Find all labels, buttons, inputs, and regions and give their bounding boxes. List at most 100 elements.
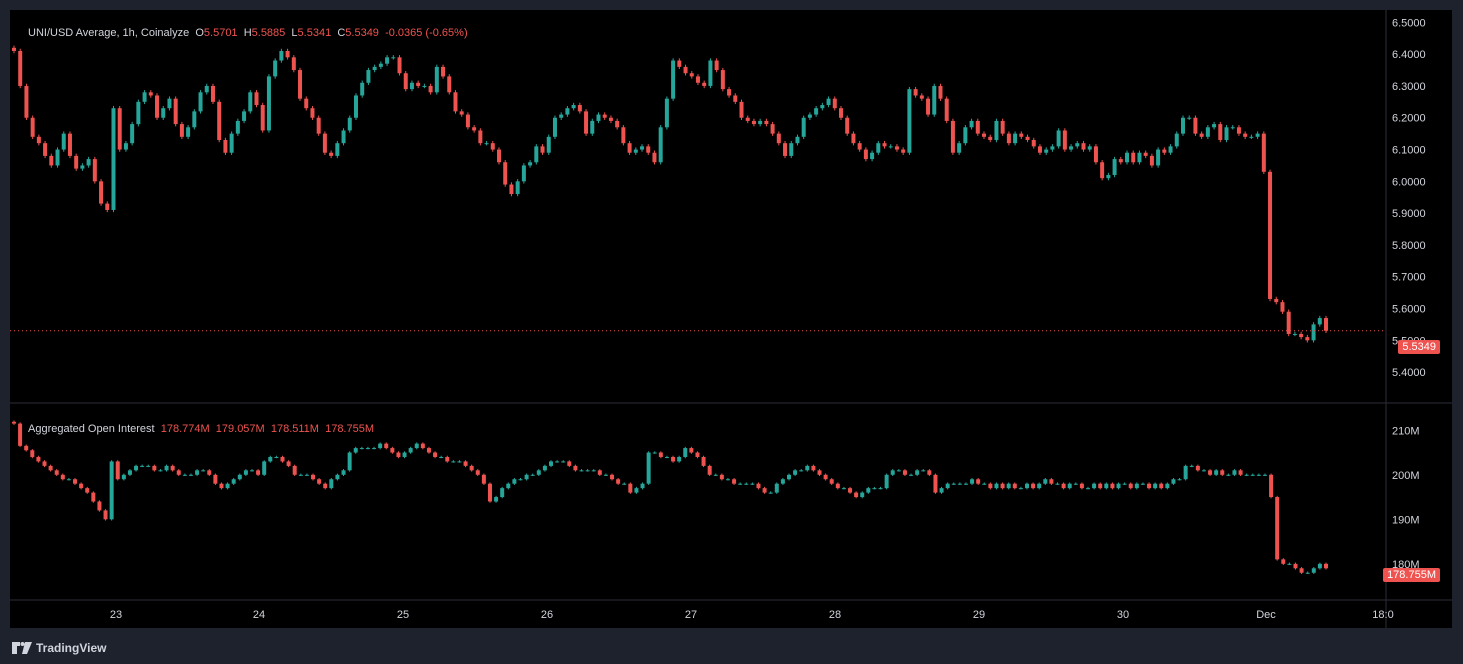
oi-candle-body [622,483,627,485]
price-candle-body [1075,143,1080,147]
price-candle-body [503,162,508,185]
price-tick-label: 5.8000 [1392,240,1426,252]
oi-candle-body [1201,470,1206,472]
oi-open-value: 178.774M [160,423,210,435]
brand-label: TradingView [36,641,107,655]
oi-candle-body [1134,483,1139,489]
price-candle-body [285,50,290,58]
price-tick-label: 6.0000 [1392,176,1426,188]
price-candle-body [863,149,868,160]
oi-candle-body [66,479,71,481]
oi-candle-body [524,474,529,480]
price-candle-body [608,117,613,121]
time-tick-label: 25 [397,609,409,621]
price-candle-body [490,143,495,150]
oi-candle-body [188,474,193,476]
price-candle-body [559,114,564,118]
price-candle-body [938,85,943,99]
price-candle-body [950,120,955,153]
oi-candle-body [292,465,297,475]
oi-candle-body [298,474,303,476]
oi-candle-body [176,470,181,475]
oi-legend-title: Aggregated Open Interest [28,423,155,435]
oi-candle-body [1195,465,1200,471]
price-candle-body [546,136,551,153]
price-candle-body [807,114,812,118]
price-candle-body [1180,117,1185,134]
price-candle-body [1143,152,1148,156]
oi-candle-body [274,456,279,458]
oi-candle-body [774,483,779,493]
price-candle-body [621,127,626,144]
oi-candle-body [408,448,413,453]
price-candle-body [826,98,831,106]
price-candle-body [161,108,166,118]
price-candle-body [727,89,732,96]
price-candle-body [596,114,601,121]
price-candle-body [1168,146,1173,153]
oi-candle-body [152,465,157,471]
price-candle-body [1062,130,1067,150]
oi-candle-body [30,450,35,457]
oi-candle-body [860,492,865,498]
oi-candle-body [829,479,834,484]
price-candle-body [1224,127,1229,140]
oi-candle-body [426,448,431,453]
oi-candle-body [481,474,486,484]
price-candle-body [99,181,104,204]
oi-candle-body [1238,470,1243,475]
price-candle-body [1087,146,1092,150]
oi-candle-body [1220,470,1225,475]
oi-candle-body [854,492,859,498]
oi-candle-body [506,483,511,489]
price-candle-body [1156,149,1161,166]
price-candle-body [235,120,240,134]
oi-candle-body [884,474,889,489]
price-candle-body [739,101,744,118]
price-candle-body [901,149,906,153]
price-candle-body [12,47,16,51]
price-candle-body [142,92,147,102]
price-candle-body [708,60,713,86]
price-candle-body [61,133,66,150]
price-candle-body [907,89,912,153]
price-candle-body [155,95,160,118]
price-candle-body [1255,133,1260,137]
price-candle-body [179,124,184,137]
oi-candle-body [817,470,822,475]
price-candle-body [1212,124,1217,128]
oi-candle-body [1262,474,1267,476]
oi-candle-body [725,479,730,481]
price-tick-label: 5.4000 [1392,367,1426,379]
oi-candle-body [658,452,663,457]
oi-candle-body [823,474,828,480]
price-candle-body [378,63,383,67]
tradingview-logo[interactable]: TradingView [12,641,106,655]
price-candle-body [434,66,439,93]
oi-candle-body [1232,470,1237,475]
price-legend: UNI/USD Average, 1h, Coinalyze O5.5701 H… [28,27,468,39]
chart-canvas[interactable]: 6.5000 6.4000 6.3000 6.2000 6.1000 6.0000 5.90… [10,10,1452,628]
oi-candle-body [243,470,248,475]
price-candle-body [453,92,458,112]
price-candle-body [1118,159,1123,163]
price-candle-body [521,165,526,182]
price-candle-body [540,146,545,153]
oi-candle-body [1012,483,1017,489]
price-candle-body [248,92,253,112]
price-candle-body [571,105,576,109]
oi-candle-body [1092,483,1097,489]
oi-candle-body [170,465,175,471]
oi-candle-body [451,461,456,463]
price-candle-body [975,120,980,134]
price-candle-body [894,146,899,150]
price-candle-body [322,133,327,153]
price-candle-body [627,143,632,153]
oi-candle-body [262,461,267,475]
price-candle-body [720,70,725,90]
oi-candle-body [42,461,47,466]
oi-candle-body [1153,483,1158,489]
price-candle-body [204,85,209,93]
oi-candle-body [213,474,218,484]
price-candle-body [316,117,321,134]
